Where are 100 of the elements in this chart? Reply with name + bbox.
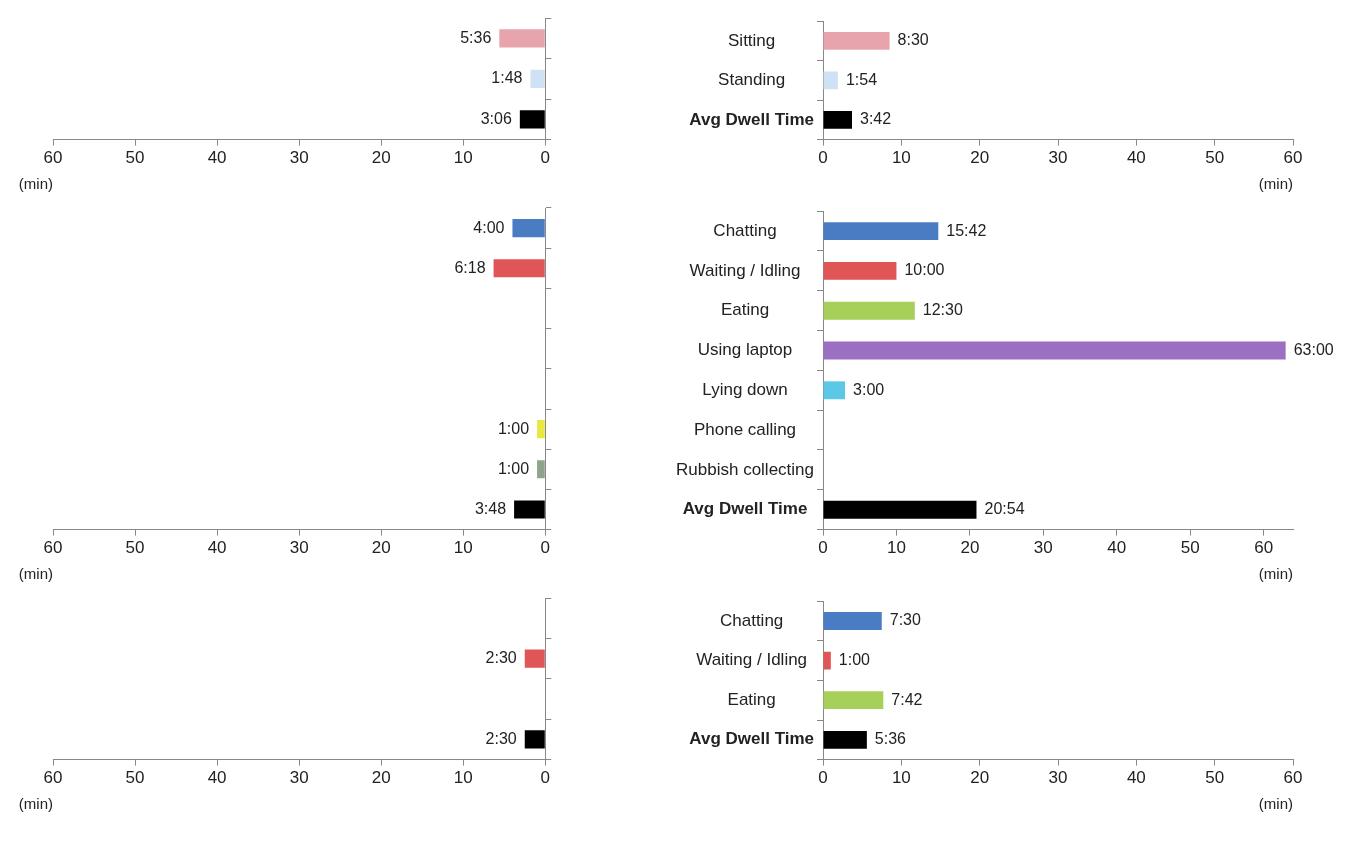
x-tick-label: 0 [540, 148, 551, 168]
x-tick-label: 60 [1283, 148, 1303, 168]
x-tick-label: 60 [43, 148, 63, 168]
x-tick-label: 20 [371, 148, 391, 168]
bar [823, 110, 852, 129]
x-axis-title: (min) [1258, 565, 1293, 583]
bar [823, 651, 831, 670]
y-tick-label: Avg Dwell Time [689, 109, 814, 129]
x-tick-label: 60 [43, 768, 63, 788]
data-label: 15:42 [946, 221, 987, 239]
data-label: 3:42 [859, 110, 892, 128]
y-tick-label: Sitting [728, 30, 776, 50]
x-tick-label: 40 [207, 538, 227, 558]
x-tick-label: 50 [125, 768, 145, 788]
x-axis-title: (min) [1258, 175, 1293, 193]
x-axis-title: (min) [18, 175, 53, 193]
x-tick-label: 50 [1205, 148, 1225, 168]
data-label: 5:36 [874, 730, 907, 748]
x-axis-title: (min) [18, 795, 53, 813]
bar [823, 381, 846, 400]
y-tick-label: Chatting [719, 610, 784, 630]
data-label: 3:48 [474, 499, 507, 517]
x-tick-label: 20 [960, 538, 980, 558]
y-tick-label: Waiting / Idling [696, 650, 808, 670]
data-label: 12:30 [922, 301, 963, 319]
bar [823, 301, 915, 320]
x-tick-label: 40 [1126, 148, 1146, 168]
data-label: 1:48 [491, 69, 523, 87]
x-tick-label: 30 [289, 538, 309, 558]
data-label: 1:54 [845, 70, 878, 88]
y-tick-label: Eating [720, 300, 770, 320]
y-tick-label: Phone calling [693, 419, 797, 439]
x-tick-label: 40 [207, 768, 227, 788]
data-label: 1:00 [497, 459, 530, 477]
data-label: 7:30 [889, 611, 921, 629]
x-tick-label: 20 [371, 768, 391, 788]
x-tick-label: 30 [1048, 148, 1068, 168]
data-label: 20:54 [984, 500, 1025, 518]
y-tick-label: Standing [718, 70, 786, 90]
bar [823, 222, 939, 241]
data-label: 8:30 [897, 31, 929, 49]
x-tick-label: 40 [207, 148, 227, 168]
bar [519, 110, 545, 129]
data-label: 2:30 [485, 649, 517, 667]
bar [823, 730, 867, 749]
x-tick-label: 60 [1283, 768, 1303, 788]
x-tick-label: 10 [453, 768, 473, 788]
bar [823, 261, 897, 280]
x-tick-label: 40 [1107, 538, 1127, 558]
x-tick-label: 50 [125, 148, 145, 168]
y-tick-label: Lying down [702, 379, 788, 399]
x-tick-label: 30 [1033, 538, 1053, 558]
data-label: 1:00 [497, 419, 530, 437]
x-tick-label: 30 [289, 148, 309, 168]
data-label: 3:06 [480, 109, 512, 127]
x-tick-label: 50 [1180, 538, 1200, 558]
x-tick-label: 0 [540, 768, 551, 788]
bar [823, 71, 838, 90]
data-label: 10:00 [904, 261, 945, 279]
x-axis-title: (min) [18, 565, 53, 583]
x-tick-label: 30 [1048, 768, 1068, 788]
x-tick-label: 20 [970, 148, 990, 168]
data-label: 7:42 [891, 690, 923, 708]
x-tick-label: 10 [891, 148, 911, 168]
data-label: 6:18 [454, 258, 486, 276]
x-tick-label: 20 [970, 768, 990, 788]
x-tick-label: 20 [371, 538, 391, 558]
data-label: 4:00 [473, 218, 505, 236]
x-tick-label: 40 [1126, 768, 1146, 788]
y-tick-label: Rubbish collecting [676, 459, 814, 479]
x-tick-label: 30 [289, 768, 309, 788]
y-tick-label: Waiting / Idling [689, 260, 801, 280]
y-tick-label: Eating [727, 689, 776, 709]
x-tick-label: 50 [1205, 768, 1225, 788]
bar [823, 341, 1286, 360]
x-tick-label: 60 [43, 538, 63, 558]
x-tick-label: 50 [125, 538, 145, 558]
x-tick-label: 10 [453, 538, 473, 558]
data-label: 3:00 [853, 380, 885, 398]
x-tick-label: 0 [818, 538, 828, 558]
bar [823, 612, 882, 630]
y-tick-label: Avg Dwell Time [689, 729, 814, 749]
x-axis-title: (min) [1258, 795, 1293, 813]
data-label: 2:30 [485, 729, 517, 747]
data-label: 5:36 [460, 28, 492, 46]
y-tick-label: Avg Dwell Time [682, 499, 808, 519]
bar [530, 69, 545, 88]
bar [823, 500, 977, 519]
y-tick-label: Using laptop [697, 340, 793, 360]
x-tick-label: 10 [886, 538, 906, 558]
x-tick-label: 10 [453, 148, 473, 168]
bar [499, 29, 545, 48]
x-tick-label: 60 [1254, 538, 1274, 558]
data-label: 1:00 [838, 651, 871, 669]
y-tick-label: Chatting [713, 220, 777, 240]
x-tick-label: 0 [818, 768, 828, 788]
data-label: 63:00 [1293, 340, 1334, 358]
x-tick-label: 10 [891, 768, 911, 788]
x-tick-label: 0 [818, 148, 828, 168]
bar [823, 32, 890, 50]
